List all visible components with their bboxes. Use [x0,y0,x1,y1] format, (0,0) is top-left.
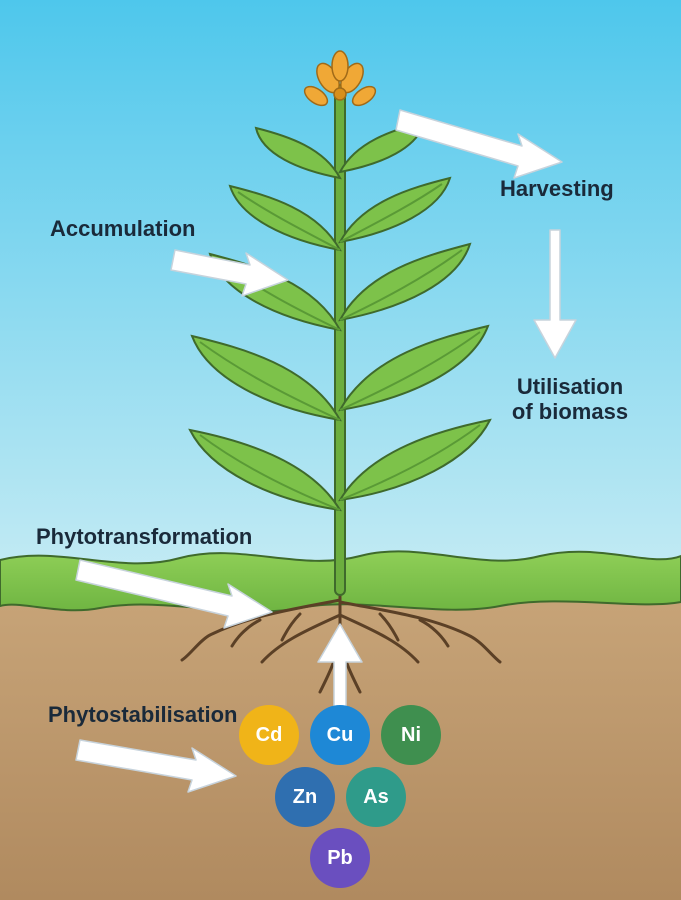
label-utilisation-line2: of biomass [512,399,628,424]
label-utilisation-line1: Utilisation [517,374,623,399]
label-accumulation: Accumulation [50,216,195,241]
diagram-canvas: Cd Cu Ni Zn As Pb Harvesting Accumulation Uti… [0,0,681,900]
label-utilisation: Utilisation of biomass [500,374,640,425]
element-label-cd: Cd [256,724,283,746]
label-phytotransformation: Phytotransformation [36,524,252,549]
diagram-svg: Cd Cu Ni Zn As Pb [0,0,681,900]
element-label-pb: Pb [327,847,353,869]
element-label-ni: Ni [401,724,421,746]
element-label-as: As [363,786,389,808]
label-harvesting: Harvesting [500,176,614,201]
label-phytostabilisation: Phytostabilisation [48,702,237,727]
element-label-cu: Cu [327,724,354,746]
element-label-zn: Zn [293,786,317,808]
